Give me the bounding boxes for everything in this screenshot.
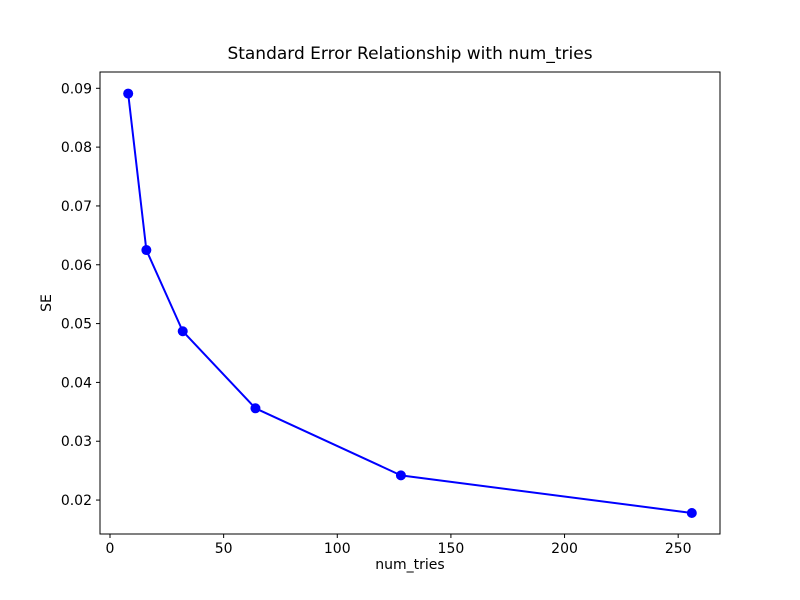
x-tick-label: 200 xyxy=(551,541,578,557)
x-tick-label: 0 xyxy=(106,541,115,557)
y-tick-label: 0.04 xyxy=(61,375,92,391)
data-point xyxy=(177,326,188,337)
y-axis-label: SE xyxy=(39,294,55,312)
x-tick-label: 250 xyxy=(665,541,692,557)
y-tick-label: 0.06 xyxy=(61,258,92,274)
data-point xyxy=(123,88,134,99)
x-axis-label: num_tries xyxy=(375,557,445,573)
data-line xyxy=(127,93,692,514)
y-tick-label: 0.02 xyxy=(61,493,92,509)
x-tick-label: 150 xyxy=(438,541,465,557)
plot-border xyxy=(99,71,721,535)
x-tick-label: 100 xyxy=(324,541,351,557)
y-tick-label: 0.03 xyxy=(61,434,92,450)
data-point xyxy=(686,508,697,518)
y-tick-label: 0.05 xyxy=(61,317,92,333)
data-point xyxy=(395,470,406,481)
y-tick-label: 0.09 xyxy=(61,81,92,97)
chart-title: Standard Error Relationship with num_tri… xyxy=(227,44,593,64)
data-point xyxy=(141,245,152,256)
data-point xyxy=(250,403,261,414)
x-tick-label: 50 xyxy=(215,541,233,557)
y-tick-label: 0.07 xyxy=(61,199,92,215)
y-tick-label: 0.08 xyxy=(61,140,92,156)
